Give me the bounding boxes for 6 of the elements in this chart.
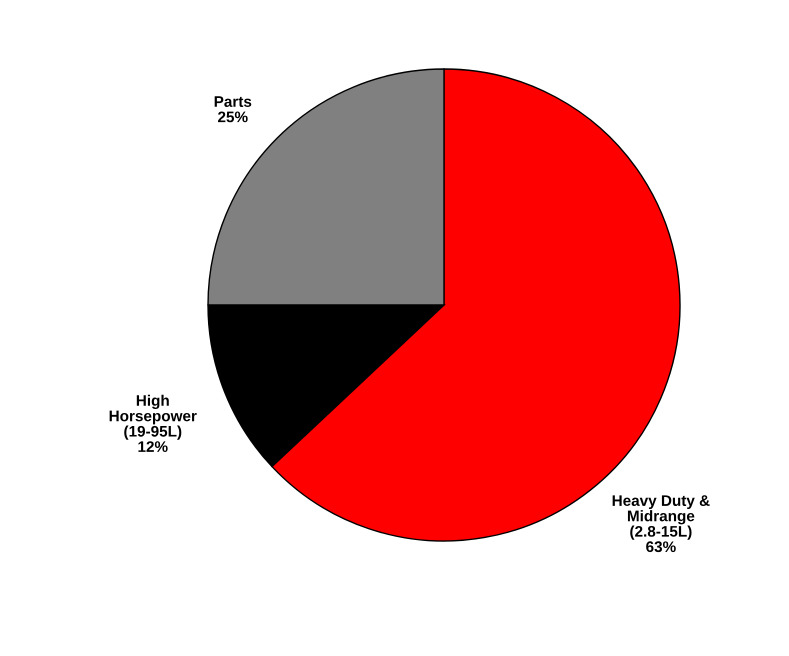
slice-label: Heavy Duty & Midrange (2.8-15L): [612, 495, 710, 540]
slice-label: Parts: [214, 96, 252, 107]
slice-label: High Horsepower (19-95L): [110, 394, 197, 440]
data-label: 25%: [218, 111, 248, 122]
data-label: 12%: [138, 441, 168, 452]
data-label: 63%: [646, 541, 676, 552]
